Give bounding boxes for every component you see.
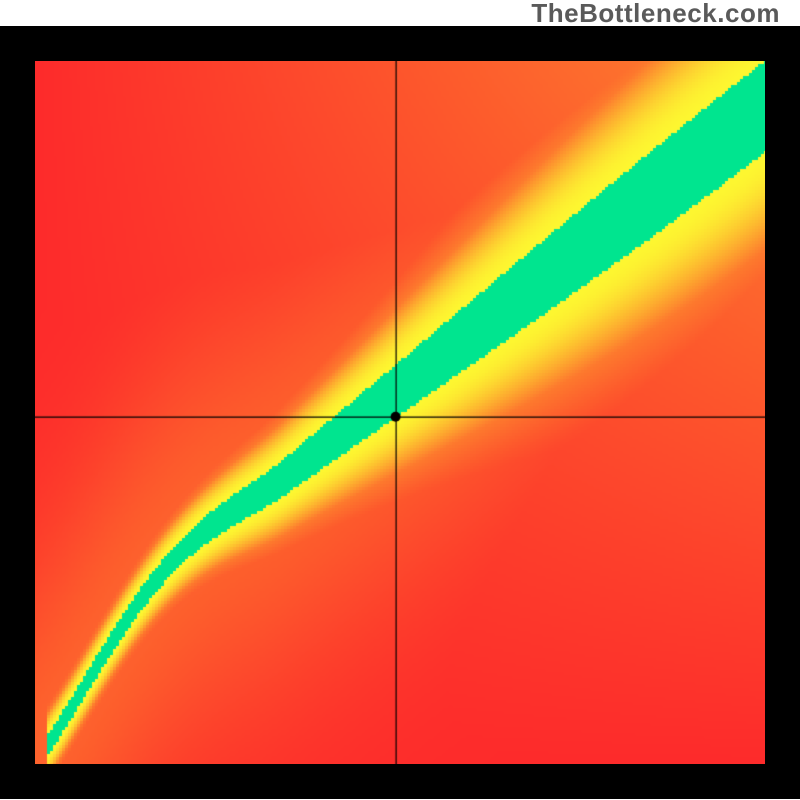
watermark-text: TheBottleneck.com [531, 0, 780, 29]
heatmap-canvas [35, 61, 765, 764]
stage: TheBottleneck.com [0, 0, 800, 800]
